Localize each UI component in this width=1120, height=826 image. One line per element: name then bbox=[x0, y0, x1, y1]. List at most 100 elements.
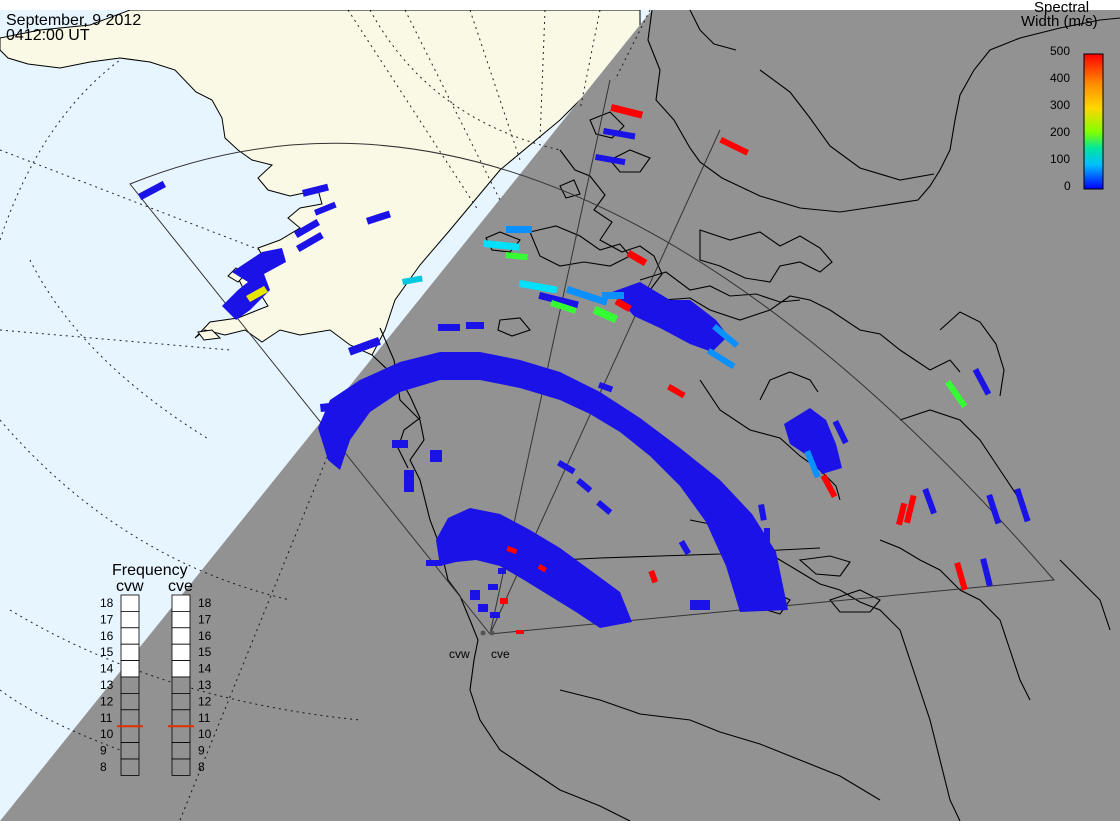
frequency-scale-right-8: 8 bbox=[198, 760, 205, 774]
frequency-scale-right: 18 17 16 15 14 13 12 11 10 9 8 bbox=[198, 596, 212, 774]
radar-site-cve-marker bbox=[489, 630, 495, 636]
colorbar-tick-500: 500 bbox=[1050, 44, 1070, 58]
echo-cell-70 bbox=[690, 600, 710, 610]
echo-cell-18 bbox=[483, 240, 520, 251]
echo-cell-13 bbox=[402, 275, 423, 285]
echo-cell-50 bbox=[648, 570, 659, 584]
frequency-scale-right-15: 15 bbox=[198, 645, 212, 659]
frequency-cell-cve-11 bbox=[171, 709, 191, 727]
echo-cell-60 bbox=[470, 590, 480, 600]
frequency-title: Frequency bbox=[112, 562, 188, 579]
frequency-radar-cvw-label: cvw bbox=[116, 578, 144, 595]
frequency-scale-left: 18 17 16 15 14 13 12 11 10 9 8 bbox=[100, 596, 114, 774]
echo-cell-14 bbox=[610, 104, 644, 119]
echo-cell-11 bbox=[296, 232, 324, 253]
echo-cell-22 bbox=[538, 292, 579, 309]
frequency-cell-cve-12 bbox=[171, 693, 191, 711]
echo-cell-26 bbox=[614, 297, 632, 313]
colorbar-title-line1: Spectral bbox=[1034, 0, 1089, 16]
echo-cell-24 bbox=[565, 286, 608, 306]
radar-site-cvw-marker bbox=[480, 630, 486, 636]
echo-cell-35 bbox=[667, 383, 686, 399]
echo-cell-19 bbox=[506, 226, 532, 233]
frequency-scale-left-9: 9 bbox=[100, 744, 107, 758]
echo-cell-59 bbox=[426, 560, 442, 566]
echo-cell-68 bbox=[430, 450, 442, 462]
echo-cell-56 bbox=[596, 499, 613, 515]
frequency-cell-cvw-13 bbox=[120, 676, 140, 694]
echo-cell-21 bbox=[518, 279, 558, 294]
frequency-scale-left-12: 12 bbox=[100, 694, 114, 708]
colorbar-gradient bbox=[1083, 53, 1104, 190]
frequency-scale-right-17: 17 bbox=[198, 612, 212, 626]
frequency-cell-cvw-17 bbox=[120, 611, 140, 629]
frequency-scale-left-17: 17 bbox=[100, 612, 114, 626]
frequency-column-cve bbox=[168, 594, 194, 776]
echo-cell-41 bbox=[896, 502, 908, 526]
echo-cell-57 bbox=[537, 564, 547, 573]
frequency-cell-cve-18 bbox=[171, 594, 191, 612]
echo-cell-48 bbox=[758, 504, 767, 521]
echo-cell-12 bbox=[294, 219, 321, 239]
echo-cell-46 bbox=[954, 562, 968, 591]
night-shading bbox=[0, 10, 1120, 821]
echo-cell-0 bbox=[318, 352, 788, 612]
echo-cell-9 bbox=[314, 201, 337, 216]
echo-cell-44 bbox=[986, 494, 1002, 525]
echo-cell-29 bbox=[438, 324, 460, 331]
echo-cell-16 bbox=[594, 154, 626, 166]
echo-cell-2 bbox=[222, 248, 286, 320]
echo-cell-36 bbox=[945, 380, 968, 409]
frequency-cell-cve-10 bbox=[171, 725, 191, 744]
frequency-scale-right-16: 16 bbox=[198, 629, 212, 643]
echo-cell-27 bbox=[602, 292, 624, 299]
frequency-scale-left-13: 13 bbox=[100, 678, 114, 692]
frequency-cell-cve-13 bbox=[171, 676, 191, 694]
frequency-scale-right-9: 9 bbox=[198, 744, 205, 758]
frequency-scale-right-18: 18 bbox=[198, 596, 212, 610]
echo-cell-61 bbox=[478, 604, 488, 612]
echo-cell-25 bbox=[592, 305, 618, 324]
frequency-scale-right-10: 10 bbox=[198, 727, 212, 741]
echo-cell-38 bbox=[820, 473, 838, 499]
echo-cell-7 bbox=[138, 180, 167, 201]
frequency-panel: Frequency cvw cve 18 17 16 15 14 13 12 11 10 9 8 1… bbox=[100, 562, 212, 776]
frequency-cell-cvw-18 bbox=[120, 594, 140, 612]
echo-cell-17 bbox=[719, 136, 749, 156]
echo-cell-32 bbox=[320, 400, 351, 412]
frequency-scale-left-15: 15 bbox=[100, 645, 114, 659]
frequency-cell-cve-14 bbox=[171, 660, 191, 678]
frequency-scale-left-10: 10 bbox=[100, 727, 114, 741]
echo-cell-51 bbox=[696, 499, 710, 513]
colorbar-title-line2: Width (m/s) bbox=[1021, 13, 1098, 30]
frequency-scale-left-11: 11 bbox=[100, 711, 113, 725]
echo-cell-69 bbox=[720, 500, 738, 514]
graticule bbox=[0, 9, 651, 821]
frequency-cell-cvw-8 bbox=[120, 758, 140, 776]
echo-cell-52 bbox=[678, 540, 691, 556]
echo-cell-43 bbox=[922, 488, 937, 515]
echo-cell-28 bbox=[626, 250, 648, 267]
frequency-cell-cvw-15 bbox=[120, 643, 140, 662]
frequency-cell-cvw-10 bbox=[120, 725, 140, 744]
echo-cell-49 bbox=[764, 528, 770, 550]
echo-cell-42 bbox=[903, 494, 917, 524]
radar-site-cvw-label: cvw bbox=[449, 647, 470, 661]
echo-cell-10 bbox=[366, 210, 391, 225]
frequency-cell-cve-15 bbox=[171, 643, 191, 662]
echo-cell-39 bbox=[804, 450, 821, 479]
echo-cell-63 bbox=[500, 598, 508, 604]
frequency-scale-left-14: 14 bbox=[100, 662, 114, 676]
colorbar-tick-400: 400 bbox=[1050, 71, 1070, 85]
echo-cell-20 bbox=[505, 252, 528, 261]
frequency-cell-cve-9 bbox=[171, 742, 191, 760]
echo-cell-1 bbox=[436, 508, 632, 628]
map-date: September, 9 2012 bbox=[6, 12, 141, 29]
echo-cell-64 bbox=[498, 568, 506, 574]
radar-echoes bbox=[138, 104, 1031, 634]
frequency-cell-cvw-14 bbox=[120, 660, 140, 678]
echo-cell-47 bbox=[980, 558, 993, 587]
frequency-scale-right-13: 13 bbox=[198, 678, 212, 692]
echo-cell-55 bbox=[576, 478, 593, 493]
